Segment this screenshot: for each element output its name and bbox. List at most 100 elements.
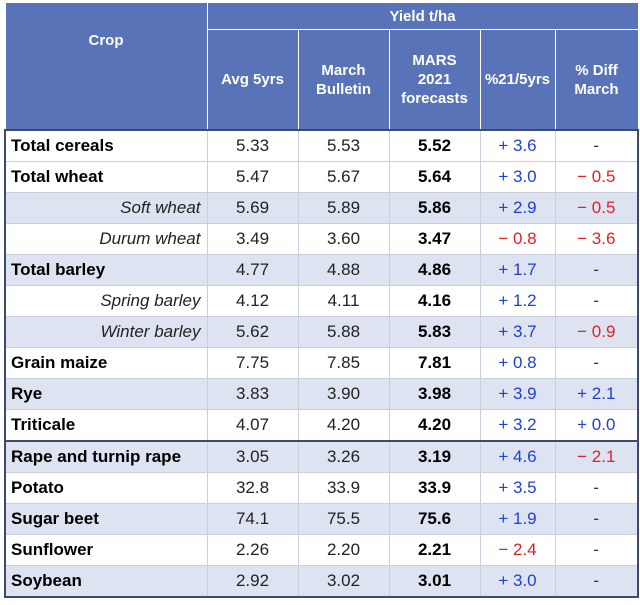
header-mars-forecasts: MARS 2021 forecasts bbox=[388, 29, 481, 131]
pct-change-value: + 0.8 bbox=[479, 347, 556, 379]
march-bulletin-value: 3.26 bbox=[297, 440, 390, 473]
table-row: Winter barley 5.62 5.88 5.83 + 3.7 − 0.9 bbox=[4, 316, 640, 348]
crop-name: Soft wheat bbox=[4, 192, 208, 224]
header-march-line1: March bbox=[321, 61, 366, 79]
table-row: Durum wheat 3.49 3.60 3.47 − 0.8 − 3.6 bbox=[4, 223, 640, 255]
march-bulletin-value: 7.85 bbox=[297, 347, 390, 379]
table-body: Total cereals 5.33 5.53 5.52 + 3.6 - Tot… bbox=[4, 129, 640, 598]
crop-name: Durum wheat bbox=[4, 223, 208, 255]
pct-change-value: + 3.7 bbox=[479, 316, 556, 348]
yield-table: Crop Yield t/ha Avg 5yrs March Bulletin … bbox=[4, 2, 640, 598]
avg-5yrs-value: 5.47 bbox=[206, 161, 299, 193]
forecast-value: 2.21 bbox=[388, 534, 481, 566]
header-yield-group: Yield t/ha bbox=[206, 2, 639, 30]
table-row: Triticale 4.07 4.20 4.20 + 3.2 + 0.0 bbox=[4, 409, 640, 442]
forecast-value: 75.6 bbox=[388, 503, 481, 535]
march-bulletin-value: 5.88 bbox=[297, 316, 390, 348]
diff-march-value: + 0.0 bbox=[554, 409, 640, 442]
avg-5yrs-value: 5.62 bbox=[206, 316, 299, 348]
table-row: Total wheat 5.47 5.67 5.64 + 3.0 − 0.5 bbox=[4, 161, 640, 193]
forecast-value: 3.01 bbox=[388, 565, 481, 598]
forecast-value: 33.9 bbox=[388, 472, 481, 504]
pct-change-value: + 3.6 bbox=[479, 129, 556, 162]
forecast-value: 3.98 bbox=[388, 378, 481, 410]
header-march-line2: Bulletin bbox=[316, 80, 371, 98]
crop-name: Sunflower bbox=[4, 534, 208, 566]
forecast-value: 4.16 bbox=[388, 285, 481, 317]
header-march-bulletin: March Bulletin bbox=[297, 29, 390, 131]
avg-5yrs-value: 7.75 bbox=[206, 347, 299, 379]
diff-march-value: - bbox=[554, 347, 640, 379]
march-bulletin-value: 3.60 bbox=[297, 223, 390, 255]
forecast-value: 5.64 bbox=[388, 161, 481, 193]
diff-march-value: − 0.5 bbox=[554, 192, 640, 224]
forecast-value: 7.81 bbox=[388, 347, 481, 379]
march-bulletin-value: 4.11 bbox=[297, 285, 390, 317]
diff-march-value: − 0.5 bbox=[554, 161, 640, 193]
avg-5yrs-value: 74.1 bbox=[206, 503, 299, 535]
table-row: Rape and turnip rape 3.05 3.26 3.19 + 4.… bbox=[4, 440, 640, 473]
table-row: Sugar beet 74.1 75.5 75.6 + 1.9 - bbox=[4, 503, 640, 535]
march-bulletin-value: 3.02 bbox=[297, 565, 390, 598]
diff-march-value: - bbox=[554, 472, 640, 504]
header-fc-line3: forecasts bbox=[401, 90, 468, 107]
crop-name: Rye bbox=[4, 378, 208, 410]
march-bulletin-value: 3.90 bbox=[297, 378, 390, 410]
pct-change-value: + 3.0 bbox=[479, 565, 556, 598]
pct-change-value: − 0.8 bbox=[479, 223, 556, 255]
avg-5yrs-value: 3.05 bbox=[206, 440, 299, 473]
pct-change-value: + 4.6 bbox=[479, 440, 556, 473]
march-bulletin-value: 5.89 bbox=[297, 192, 390, 224]
avg-5yrs-value: 4.07 bbox=[206, 409, 299, 442]
pct-change-value: + 1.7 bbox=[479, 254, 556, 286]
avg-5yrs-value: 4.77 bbox=[206, 254, 299, 286]
march-bulletin-value: 75.5 bbox=[297, 503, 390, 535]
header-pct-21-5yrs: %21/5yrs bbox=[479, 29, 556, 131]
crop-name: Spring barley bbox=[4, 285, 208, 317]
diff-march-value: - bbox=[554, 129, 640, 162]
crop-name: Total barley bbox=[4, 254, 208, 286]
crop-name: Potato bbox=[4, 472, 208, 504]
forecast-value: 5.83 bbox=[388, 316, 481, 348]
avg-5yrs-value: 3.83 bbox=[206, 378, 299, 410]
diff-march-value: − 0.9 bbox=[554, 316, 640, 348]
crop-name: Winter barley bbox=[4, 316, 208, 348]
crop-name: Soybean bbox=[4, 565, 208, 598]
header-diff-march: % Diff March bbox=[554, 29, 639, 131]
march-bulletin-value: 4.88 bbox=[297, 254, 390, 286]
pct-change-value: − 2.4 bbox=[479, 534, 556, 566]
diff-march-value: - bbox=[554, 254, 640, 286]
table-row: Grain maize 7.75 7.85 7.81 + 0.8 - bbox=[4, 347, 640, 379]
table-row: Potato 32.8 33.9 33.9 + 3.5 - bbox=[4, 472, 640, 504]
header-diff-line1: % Diff bbox=[575, 61, 618, 79]
avg-5yrs-value: 5.33 bbox=[206, 129, 299, 162]
diff-march-value: − 2.1 bbox=[554, 440, 640, 473]
forecast-value: 5.52 bbox=[388, 129, 481, 162]
avg-5yrs-value: 4.12 bbox=[206, 285, 299, 317]
avg-5yrs-value: 2.26 bbox=[206, 534, 299, 566]
crop-name: Total wheat bbox=[4, 161, 208, 193]
forecast-value: 5.86 bbox=[388, 192, 481, 224]
diff-march-value: - bbox=[554, 285, 640, 317]
diff-march-value: - bbox=[554, 534, 640, 566]
pct-change-value: + 1.2 bbox=[479, 285, 556, 317]
forecast-value: 4.20 bbox=[388, 409, 481, 442]
avg-5yrs-value: 32.8 bbox=[206, 472, 299, 504]
pct-change-value: + 3.0 bbox=[479, 161, 556, 193]
header-avg-5yrs: Avg 5yrs bbox=[206, 29, 299, 131]
diff-march-value: - bbox=[554, 503, 640, 535]
march-bulletin-value: 5.53 bbox=[297, 129, 390, 162]
diff-march-value: - bbox=[554, 565, 640, 598]
crop-name: Total cereals bbox=[4, 129, 208, 162]
forecast-value: 3.47 bbox=[388, 223, 481, 255]
table-row: Sunflower 2.26 2.20 2.21 − 2.4 - bbox=[4, 534, 640, 566]
crop-name: Sugar beet bbox=[4, 503, 208, 535]
table-row: Total cereals 5.33 5.53 5.52 + 3.6 - bbox=[4, 129, 640, 162]
header-crop: Crop bbox=[4, 2, 208, 131]
table-row: Rye 3.83 3.90 3.98 + 3.9 + 2.1 bbox=[4, 378, 640, 410]
table-row: Spring barley 4.12 4.11 4.16 + 1.2 - bbox=[4, 285, 640, 317]
march-bulletin-value: 2.20 bbox=[297, 534, 390, 566]
diff-march-value: − 3.6 bbox=[554, 223, 640, 255]
table-row: Soft wheat 5.69 5.89 5.86 + 2.9 − 0.5 bbox=[4, 192, 640, 224]
